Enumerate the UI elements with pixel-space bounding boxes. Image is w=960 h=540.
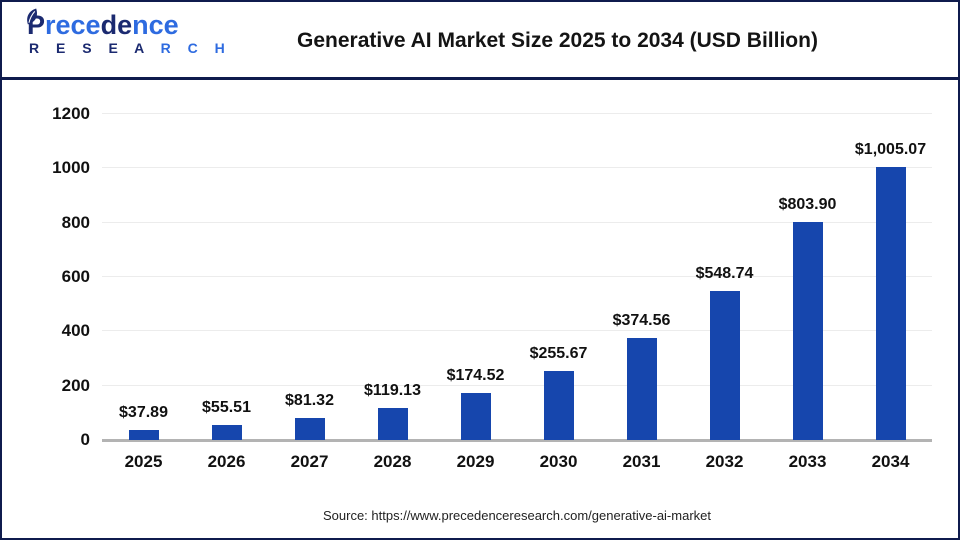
logo-sub-text: R E S E A R C H xyxy=(27,41,231,55)
x-tick-label: 2032 xyxy=(705,452,744,471)
logo-brand-text: Precedence xyxy=(27,8,231,40)
x-tick-label: 2025 xyxy=(124,452,163,471)
logo-brand-segment: de xyxy=(100,10,133,40)
bar-2029 xyxy=(460,392,491,440)
x-axis-baseline xyxy=(102,439,932,442)
bar-2031 xyxy=(626,338,657,440)
bar-value-label: $37.89 xyxy=(119,403,168,421)
bar-2034 xyxy=(875,166,906,440)
bar-group-2033: $803.90 xyxy=(766,114,849,440)
bar-group-2025: $37.89 xyxy=(102,114,185,440)
bar-group-2027: $81.32 xyxy=(268,114,351,440)
bar-2033 xyxy=(792,221,823,440)
y-tick-label: 200 xyxy=(61,375,90,395)
bar-group-2028: $119.13 xyxy=(351,114,434,440)
y-axis: 0 200 400 600 800 1000 1200 xyxy=(2,104,90,449)
bar-group-2030: $255.67 xyxy=(517,114,600,440)
gridline xyxy=(102,167,932,169)
logo-brand-segment: nce xyxy=(132,10,179,40)
x-tick-label: 2034 xyxy=(871,452,910,471)
bar-group-2034: $1,005.07 xyxy=(849,114,932,440)
bar-group-2029: $174.52 xyxy=(434,114,517,440)
logo-sub-segment: R E S E A xyxy=(29,40,161,56)
y-tick-label: 600 xyxy=(61,267,90,286)
header: Precedence R E S E A R C H Generative AI… xyxy=(2,2,958,80)
source-text: Source: https://www.precedenceresearch.c… xyxy=(322,508,711,523)
bar-2025 xyxy=(128,429,159,440)
x-tick-label: 2033 xyxy=(788,452,827,471)
bar-2028 xyxy=(377,407,408,440)
y-tick-label: 1000 xyxy=(52,158,90,178)
x-tick-label: 2027 xyxy=(290,452,329,471)
bar-2027 xyxy=(294,417,325,440)
bars-container: $37.89 $55.51 $81.32 $119.13 $174.52 $255.67 $… xyxy=(102,114,932,440)
bar-value-label: $81.32 xyxy=(285,391,334,409)
bar-group-2026: $55.51 xyxy=(185,114,268,440)
bar-value-label: $548.74 xyxy=(695,264,754,282)
bar-group-2031: $374.56 xyxy=(600,114,683,440)
y-tick-label: 0 xyxy=(80,430,90,449)
y-tick-label: 1200 xyxy=(52,104,90,123)
bar-value-label: $803.90 xyxy=(778,195,837,213)
y-tick-label: 400 xyxy=(61,321,90,341)
x-tick-label: 2030 xyxy=(539,452,578,471)
bar-value-label: $1,005.07 xyxy=(854,140,927,158)
chart-area: 0 200 400 600 800 1000 1200 $37.89 $55.51 $81.32… xyxy=(2,80,958,533)
gridline xyxy=(102,330,932,332)
precedence-research-logo: Precedence R E S E A R C H xyxy=(27,8,231,55)
chart-title: Generative AI Market Size 2025 to 2034 (… xyxy=(297,29,818,52)
gridline xyxy=(102,276,932,277)
bar-value-label: $55.51 xyxy=(202,398,251,416)
bar-2032 xyxy=(709,290,740,440)
x-tick-label: 2026 xyxy=(207,452,246,471)
x-tick-label: 2031 xyxy=(622,452,661,471)
y-tick-label: 800 xyxy=(61,212,90,232)
x-tick-label: 2028 xyxy=(373,452,412,471)
bar-value-label: $174.52 xyxy=(446,366,505,384)
leaf-icon xyxy=(19,2,44,33)
bar-2030 xyxy=(543,370,574,440)
bar-value-label: $374.56 xyxy=(612,312,671,330)
plot-area: $37.89 $55.51 $81.32 $119.13 $174.52 $255.67 $… xyxy=(102,113,932,442)
logo-sub-segment: R C H xyxy=(160,40,232,56)
x-axis: 2025 2026 2027 2028 2029 2030 2031 2032 2033 2034 xyxy=(102,452,932,472)
bar-2026 xyxy=(211,424,242,440)
x-tick-label: 2029 xyxy=(456,452,495,471)
bar-value-label: $119.13 xyxy=(364,381,421,399)
bar-group-2032: $548.74 xyxy=(683,114,766,440)
bar-value-label: $255.67 xyxy=(529,344,588,362)
gridline xyxy=(102,384,932,386)
logo-brand-segment: rece xyxy=(45,10,101,40)
gridline xyxy=(102,113,932,114)
gridline xyxy=(102,221,932,223)
